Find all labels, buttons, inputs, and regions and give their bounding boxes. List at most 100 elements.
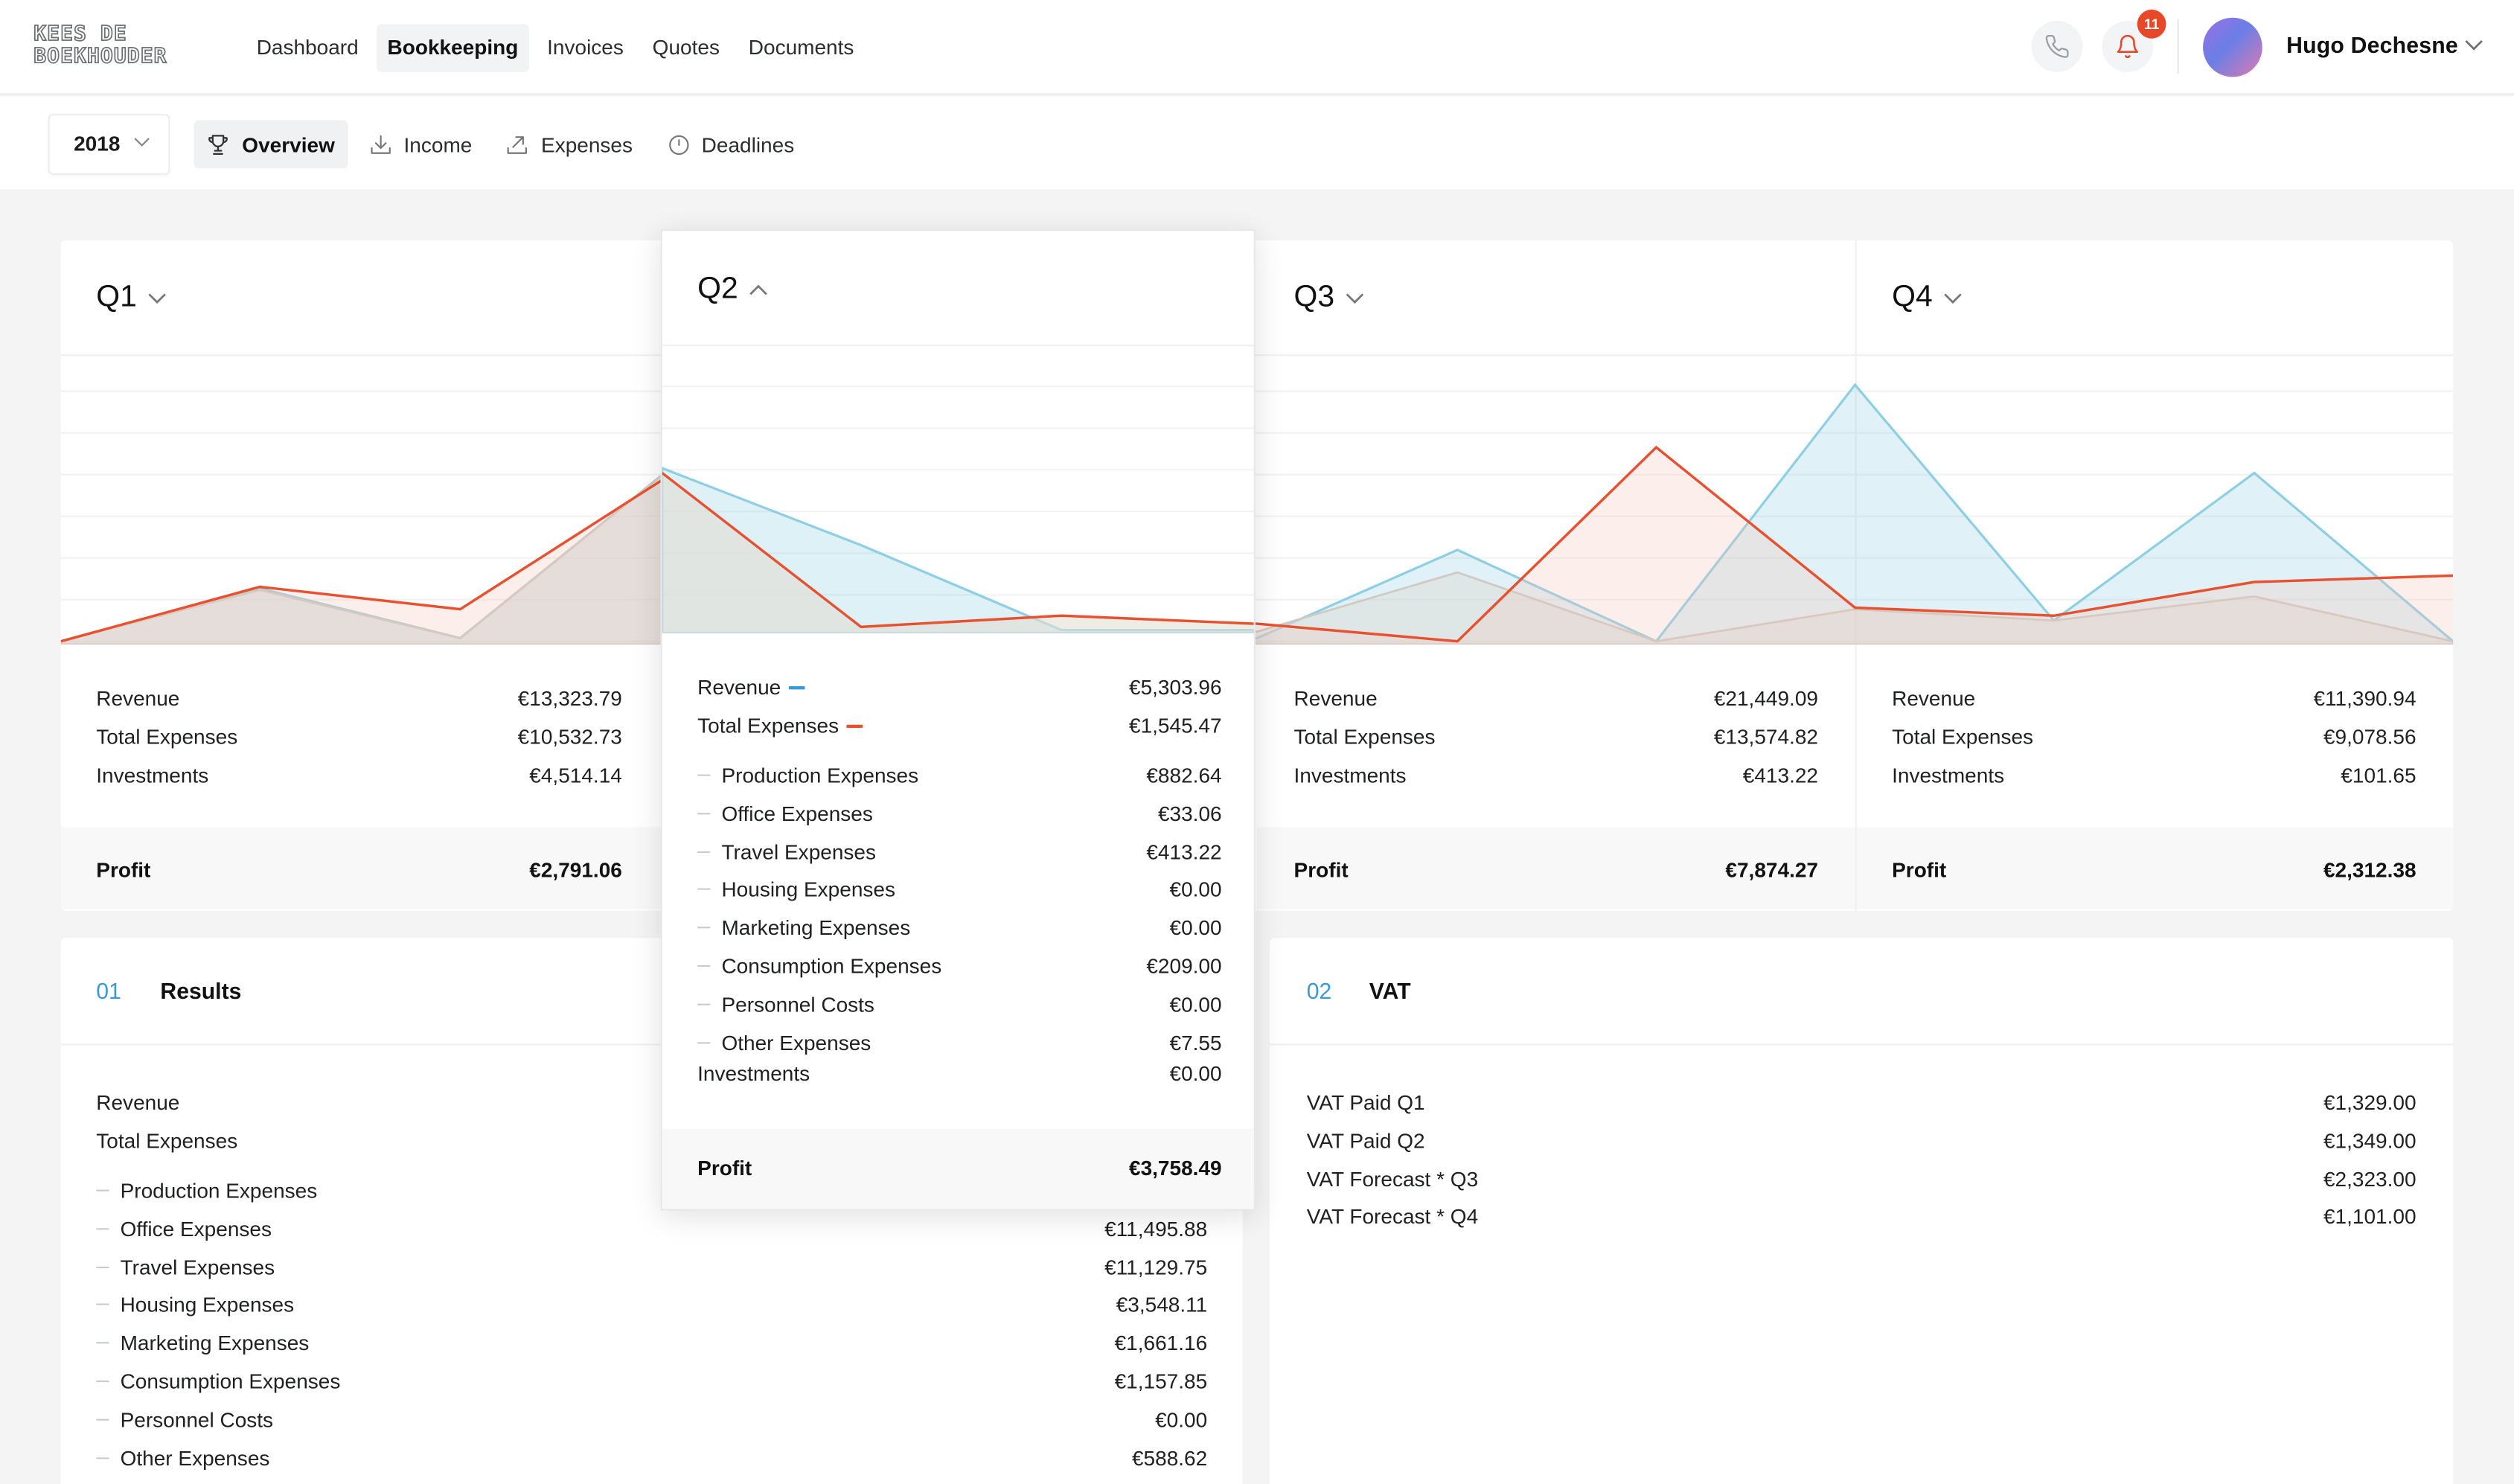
revenue-legend-line [789,685,805,689]
results-row-value: €11,129.75 [1104,1254,1208,1279]
q2-revenue-label: Revenue [697,674,781,700]
q2-breakdown-label: Travel Expenses [721,839,877,864]
expenses-line [60,445,2454,643]
results-row-label: Consumption Expenses [96,1369,340,1393]
results-row-value: €11,495.88 [1104,1216,1208,1241]
q2-investments-label: Investments [697,1061,810,1086]
tab-overview[interactable]: Overview [193,120,348,169]
list-bullet [96,1304,109,1306]
chevron-down-icon [134,138,150,147]
chevron-down-icon[interactable] [2464,39,2483,51]
q2-expenses-row: Total Expenses €1,545.47 [697,714,1221,738]
q2-breakdown-value: €0.00 [1169,915,1222,940]
list-bullet [697,889,711,891]
list-bullet [96,1456,109,1459]
vat-section-title: VAT [1369,978,1411,1004]
nav-quotes[interactable]: Quotes [652,35,720,60]
list-bullet [96,1342,109,1344]
q3-revenue-label: Revenue [1293,686,1378,711]
q3-profit-value: €7,874.27 [1725,857,1819,882]
q2-revenue-row: Revenue €5,303.96 [697,675,1221,699]
results-row-text: Production Expenses [120,1178,318,1203]
q2-breakdown-label: Consumption Expenses [721,953,942,979]
results-row-label: Marketing Expenses [96,1331,309,1355]
nav-invoices[interactable]: Invoices [547,35,624,60]
results-row-text: Marketing Expenses [120,1331,310,1355]
results-row-text: Other Expenses [120,1445,270,1470]
quarter-q2-header[interactable]: Q2 [697,272,769,307]
results-row-text: Office Expenses [120,1216,272,1241]
quarter-q4-header[interactable]: Q4 [1892,281,1963,316]
vat-row-value: €1,329.00 [2323,1090,2417,1115]
q4-profit-label: Profit [1892,857,1947,882]
q3-investments-label: Investments [1293,763,1407,787]
avatar[interactable] [2203,17,2262,77]
q3-profit-band [1257,827,1855,909]
q2-expanded-card: Q2 Revenue €5,303.96 Total Expenses €1,5… [660,229,1256,1211]
list-bullet [96,1266,109,1268]
results-revenue-label: Revenue [96,1090,180,1115]
q2-breakdown-row: Housing Expenses €0.00 [697,877,1222,902]
results-expenses-label: Total Expenses [96,1128,238,1153]
user-name[interactable]: Hugo Dechesne [2286,32,2458,58]
q2-breakdown-value: €209.00 [1146,953,1222,979]
phone-button[interactable] [2031,21,2083,72]
q2-breakdown-label: Housing Expenses [721,877,895,902]
quarter-q1-header[interactable]: Q1 [96,281,167,316]
q4-revenue-value: €11,390.94 [2313,686,2417,711]
vat-row-text: VAT Paid Q1 [1306,1090,1425,1115]
results-row-label: Personnel Costs [96,1407,273,1431]
nav-dashboard[interactable]: Dashboard [256,35,359,60]
trophy-icon [208,135,228,155]
brand-logo[interactable]: KEES DE BOEKHOUDER [33,23,200,68]
results-row-label: Production Expenses [96,1178,318,1203]
vat-row-label: VAT Paid Q1 [1307,1090,1425,1114]
quarter-q3-header[interactable]: Q3 [1294,281,1366,316]
list-bullet [96,1419,109,1421]
quarter-q2-title: Q2 [697,272,738,307]
list-bullet [697,774,711,776]
nav-bookkeeping[interactable]: Bookkeeping [376,24,530,72]
sub-nav: Overview Income Expenses Deadlines [193,120,807,169]
q1-investments-label: Investments [96,763,209,787]
results-row-text: Consumption Expenses [120,1369,341,1394]
list-bullet [96,1227,109,1230]
q2-investments-area [662,473,1254,633]
quarter-area-chart [60,383,2454,645]
main-nav: Dashboard Bookkeeping Invoices Quotes Do… [246,24,866,72]
q4-expenses-label: Total Expenses [1892,724,2034,749]
investments-area [60,475,2454,645]
results-row-value: €1,661.16 [1114,1331,1208,1355]
tab-expenses-label: Expenses [541,132,633,157]
results-row-text: Personnel Costs [120,1407,274,1432]
quarters-card [60,240,2454,911]
expenses-legend-line [846,723,863,728]
header-divider [2177,19,2179,74]
vat-row-text: VAT Forecast * Q3 [1306,1166,1479,1191]
q2-breakdown-row: Consumption Expenses €209.00 [697,953,1222,979]
results-row-label: Other Expenses [96,1445,270,1470]
vat-row-text: VAT Paid Q2 [1306,1128,1425,1153]
chevron-down-icon [1944,293,1963,304]
q2-profit-row: Profit €3,758.49 [697,1156,1221,1180]
q1-revenue-label: Revenue [96,686,180,711]
tab-deadlines[interactable]: Deadlines [655,121,807,169]
nav-documents[interactable]: Documents [748,35,854,60]
tab-deadlines-label: Deadlines [701,132,795,157]
q2-breakdown-row: Travel Expenses €413.22 [697,839,1222,864]
results-row-value: €0.00 [1155,1407,1208,1432]
q3-revenue-value: €21,449.09 [1713,686,1819,711]
vat-row-label: VAT Forecast * Q3 [1307,1166,1478,1190]
clock-icon [668,134,688,155]
phone-icon [2045,34,2069,58]
list-bullet [697,1003,711,1005]
tab-income[interactable]: Income [357,121,485,169]
vat-section-number: 02 [1306,978,1332,1004]
year-select[interactable]: 2018 [48,113,170,175]
notifications-button[interactable]: 11 [2102,9,2166,72]
q1-investments-value: €4,514.14 [529,763,622,787]
vat-row-text: VAT Forecast * Q4 [1306,1204,1479,1229]
list-bullet [96,1189,109,1192]
q1-revenue-value: €13,323.79 [517,686,622,711]
tab-expenses[interactable]: Expenses [495,121,646,169]
